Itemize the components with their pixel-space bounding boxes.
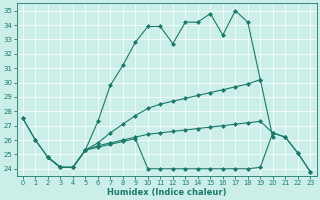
X-axis label: Humidex (Indice chaleur): Humidex (Indice chaleur) [107, 188, 226, 197]
